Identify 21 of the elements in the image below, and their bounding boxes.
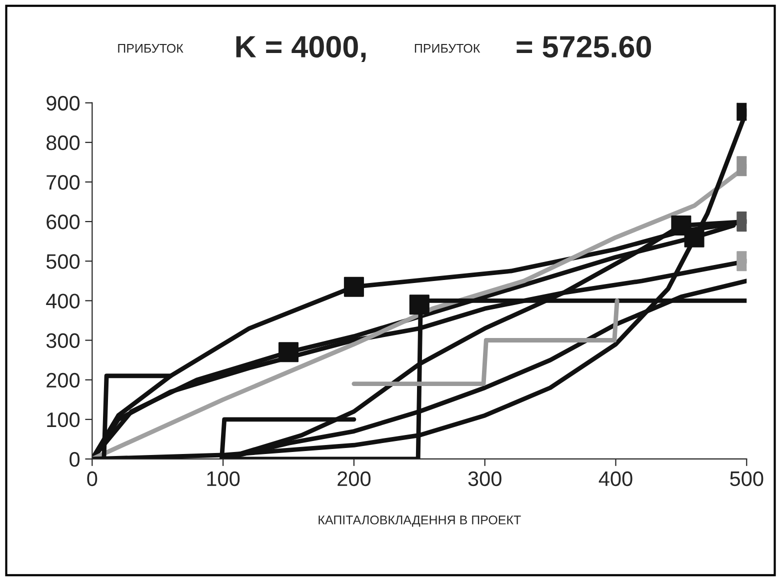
x-axis-title: КАПІТАЛОВКЛАДЕННЯ В ПРОЕКТ <box>318 516 521 527</box>
x-tick-label: 300 <box>468 471 502 486</box>
y-tick-label: 500 <box>46 254 80 269</box>
text: K = 4000, <box>236 36 366 62</box>
y-tick-label: 300 <box>46 333 80 348</box>
x-tick-label: 400 <box>598 471 632 486</box>
y-tick-label: 700 <box>46 174 80 190</box>
y-tick-label: 200 <box>46 372 80 388</box>
text: ПРИБУТОК <box>414 44 480 53</box>
text: ПРИБУТОК <box>118 44 184 53</box>
y-tick-label: 800 <box>46 135 80 150</box>
y-tick-label: 100 <box>47 412 80 428</box>
x-tick-label: 200 <box>338 471 371 486</box>
y-tick-label: 0 <box>70 452 80 467</box>
y-tick-label: 600 <box>46 214 80 230</box>
y-tick-label: 900 <box>46 96 80 111</box>
x-tick-label: 100 <box>207 471 240 486</box>
y-tick-label: 400 <box>46 294 80 308</box>
x-tick-label: 0 <box>87 471 98 486</box>
text: = 5725.60 <box>516 36 651 58</box>
x-tick-label: 500 <box>730 471 764 486</box>
